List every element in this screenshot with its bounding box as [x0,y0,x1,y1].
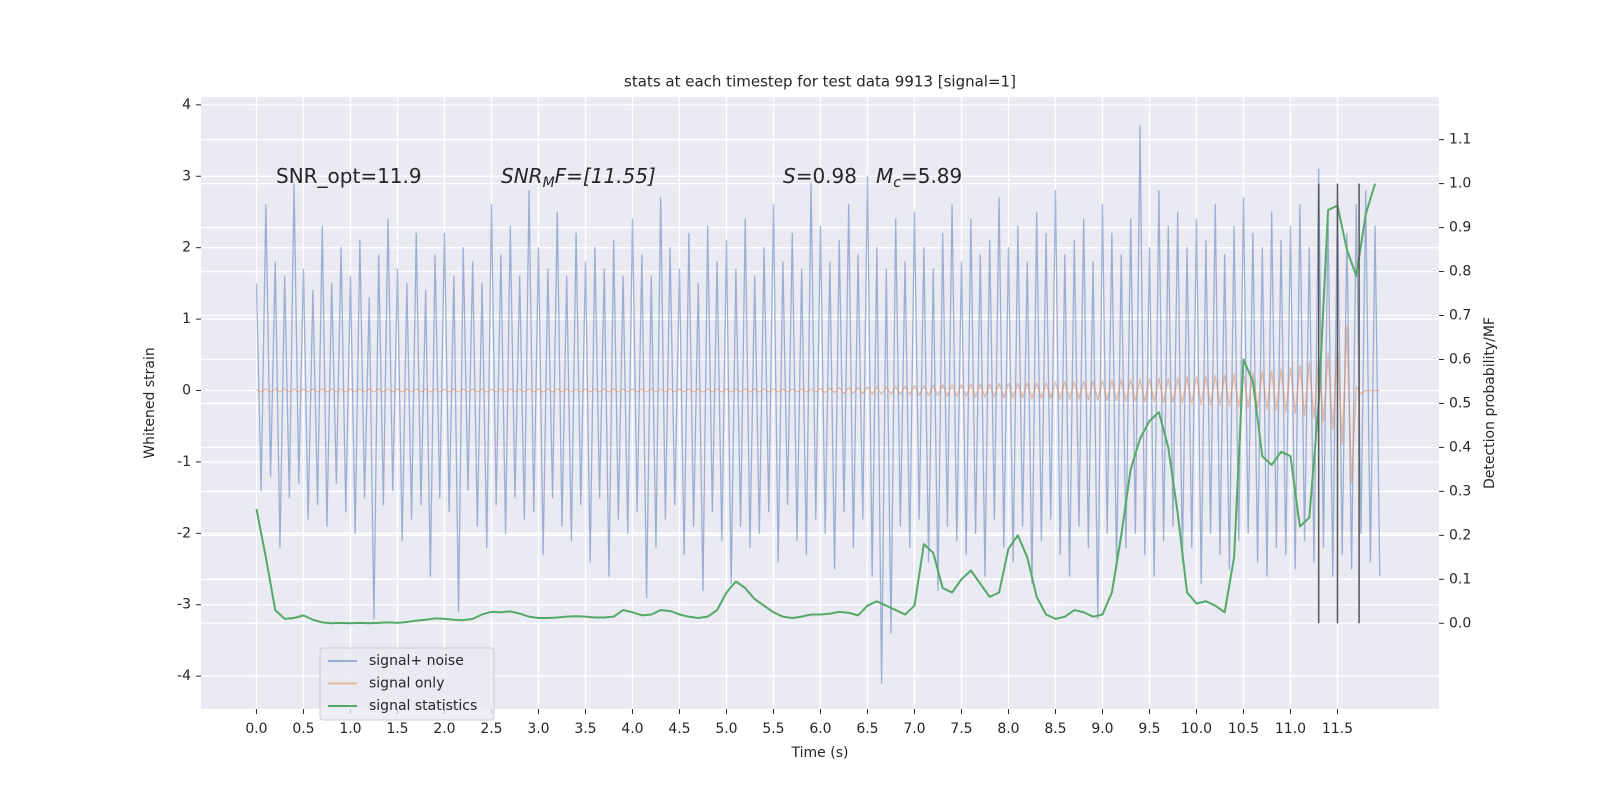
ticks: 0.0 0.5 1.0 1.5 2.0 2.5 3.0 3.5 4.0 4.5 5.0 5.5 6.0 6… [177,97,1471,737]
legend-label: signal only [369,676,444,692]
y-axis-label: Whitened strain [142,347,158,458]
annotation: Mc=5.89 [876,164,962,192]
legend-box [319,647,495,721]
annotation: SNR_opt=11.9 [276,164,422,188]
annotation-text: SNR_opt=11.9 [276,164,422,188]
x-tick-label: 11.0 [1275,721,1306,737]
x-tick-label: 5.5 [762,721,784,737]
y2-tick-label: 0.9 [1449,220,1471,236]
annotation-rest: F=[11.55] [555,164,656,188]
annotation-sub: M [543,175,555,191]
y-tick-label: -2 [177,525,191,541]
x-tick-label: 4.0 [621,721,643,737]
annotation-main: SNR [501,164,543,188]
annotation: S=0.98 [783,164,857,188]
y-tick-label: -4 [177,668,191,684]
series-line [255,183,1377,625]
x-tick-label: 1.5 [386,721,408,737]
y-tick-label: -3 [177,597,191,613]
y2-tick-label: 0.0 [1449,615,1471,631]
x-tick-label: 9.0 [1091,721,1113,737]
x-tick-label: 10.0 [1181,721,1212,737]
x-tick-label: 5.0 [715,721,737,737]
series-line [256,325,1380,484]
x-axis-label: Time (s) [791,745,849,761]
x-tick-label: 0.5 [292,721,314,737]
annotation-main: S [783,164,796,188]
y2-tick-label: 0.1 [1449,571,1471,587]
series-line [255,125,1381,684]
annotation-sub: c [893,175,901,191]
annotation-main: M [876,164,893,188]
y2-tick-label: 0.8 [1449,264,1471,280]
x-tick-label: 0.0 [245,721,267,737]
x-tick-label: 9.5 [1138,721,1160,737]
legend: signal+ noise signal only signal statistic… [319,647,495,721]
y-tick-label: 3 [182,168,191,184]
y-tick-label: 4 [182,97,191,113]
legend-label: signal+ noise [369,653,464,669]
y2-tick-label: 0.7 [1449,308,1471,324]
chart-title: stats at each timestep for test data 991… [624,73,1016,91]
x-tick-label: 3.0 [527,721,549,737]
y2-tick-label: 1.0 [1449,176,1471,192]
annotation-rest: =0.98 [796,164,857,188]
y2-tick-label: 1.1 [1449,132,1471,148]
x-tick-label: 8.5 [1044,721,1066,737]
y2-tick-label: 0.5 [1449,395,1471,411]
annotation-rest: =5.89 [901,164,962,188]
y-tick-label: -1 [177,454,191,470]
x-tick-label: 3.5 [574,721,596,737]
annotation: SNRMF=[11.55] [501,164,656,192]
y-tick-label: 0 [182,383,191,399]
x-tick-label: 10.5 [1228,721,1259,737]
x-tick-label: 1.0 [339,721,361,737]
x-tick-label: 6.5 [856,721,878,737]
x-tick-label: 11.5 [1322,721,1353,737]
y2-tick-label: 0.4 [1449,439,1471,455]
x-tick-label: 7.0 [903,721,925,737]
x-tick-label: 2.0 [433,721,455,737]
y2-axis-label: Detection probability/MF [1482,317,1498,489]
legend-label: signal statistics [369,698,477,714]
x-tick-label: 7.5 [950,721,972,737]
y2-tick-label: 0.6 [1449,351,1471,367]
y2-tick-label: 0.2 [1449,527,1471,543]
y-tick-label: 2 [182,240,191,256]
x-tick-label: 8.0 [997,721,1019,737]
x-tick-label: 2.5 [480,721,502,737]
y2-tick-label: 0.3 [1449,483,1471,499]
x-tick-label: 4.5 [668,721,690,737]
y-tick-label: 1 [182,311,191,327]
x-tick-label: 6.0 [809,721,831,737]
